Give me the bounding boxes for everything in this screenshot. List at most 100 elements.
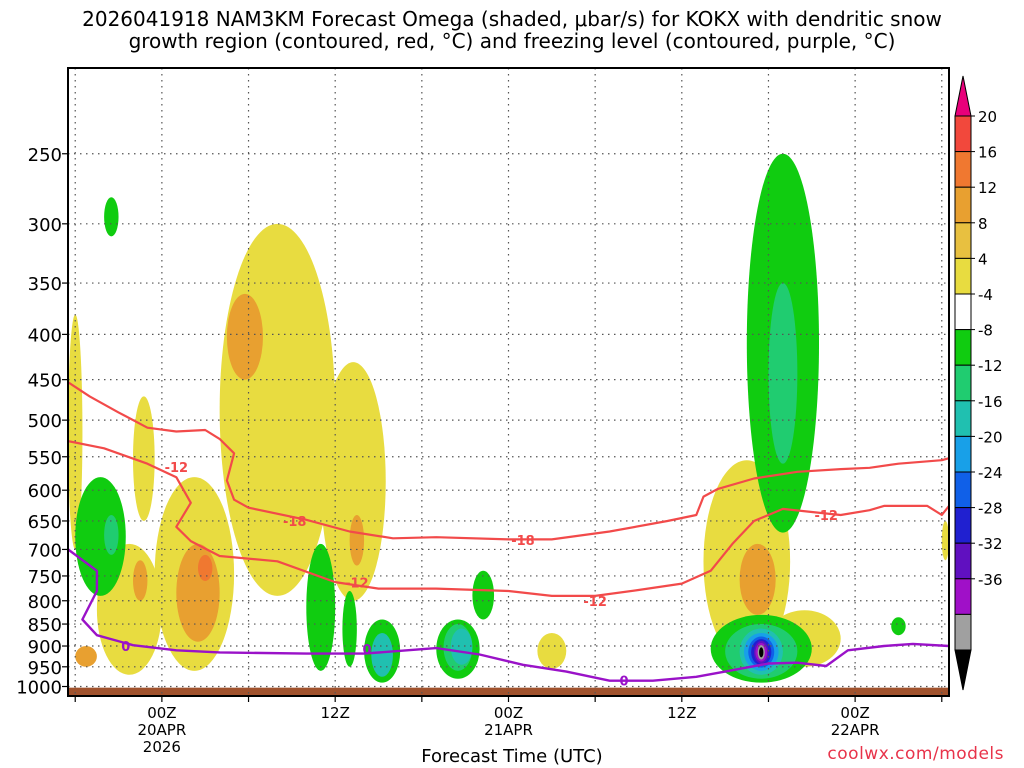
omega-region-17	[104, 197, 119, 237]
omega-region-12	[132, 560, 148, 601]
colorbar-label-4: 4	[978, 250, 988, 268]
credit-text: coolwx.com/models	[827, 744, 1004, 764]
omega-region-0	[68, 314, 83, 550]
y-tick-label-1000: 1000	[16, 678, 62, 699]
x-axis-label: Forecast Time (UTC)	[421, 746, 603, 767]
omega-region-11	[176, 543, 220, 642]
omega-region-32	[450, 628, 473, 665]
omega-region-23	[472, 570, 495, 620]
y-tick-label-650: 650	[28, 512, 62, 533]
y-tick-label-700: 700	[28, 540, 62, 561]
y-tick-label-800: 800	[28, 592, 62, 613]
colorbar-bin-1	[954, 151, 972, 188]
y-tick-label-900: 900	[28, 637, 62, 658]
omega-region-31	[371, 632, 393, 677]
omega-region-16	[197, 554, 213, 582]
colorbar-label-8: -16	[978, 393, 1003, 411]
omega-region-40	[759, 647, 764, 658]
omega-shading	[68, 153, 949, 696]
isotherm-label-3: -18	[511, 534, 535, 549]
y-tick-label-450: 450	[28, 371, 62, 392]
colorbar-bin-10	[954, 471, 972, 509]
x-tick-label-h30-1: 21APR	[484, 721, 533, 739]
y-tick-label-550: 550	[28, 448, 62, 469]
isotherm-label-2: -18	[283, 515, 307, 530]
y-tick-label-750: 750	[28, 567, 62, 588]
x-tick-label-h54-0: 00Z	[840, 704, 869, 722]
y-tick-label-250: 250	[28, 145, 62, 166]
omega-region-26	[891, 617, 906, 636]
colorbar-bin-11	[954, 507, 972, 544]
omega-region-13	[75, 646, 97, 667]
omega-region-14	[739, 543, 776, 615]
x-tick-label-h6-2: 2026	[143, 738, 181, 756]
colorbar-bin-3	[954, 222, 972, 259]
x-tick-label-h6-1: 20APR	[137, 721, 186, 739]
y-tick-label-950: 950	[28, 658, 62, 679]
omega-region-6	[537, 632, 567, 669]
chart-title-line1: 2026041918 NAM3KM Forecast Omega (shaded…	[82, 7, 942, 31]
colorbar: 20 16 12 8 4 -4 -8 -12 -16 -20 -24 -28 -32 -36	[954, 75, 1003, 691]
omega-region-4	[219, 223, 336, 596]
omega-region-18	[75, 477, 126, 596]
colorbar-bin-0	[954, 115, 972, 153]
y-tick-label-300: 300	[28, 215, 62, 236]
colorbar-bin-12	[954, 542, 972, 580]
freezing-level-line	[68, 548, 949, 682]
colorbar-bin-8	[954, 400, 972, 437]
contours: -12 -12 -18 -18 -12 -12 0 0 0	[68, 381, 949, 690]
colorbar-top-triangle	[954, 75, 972, 117]
colorbar-label-10: -24	[978, 464, 1003, 482]
colorbar-bin-9	[954, 435, 972, 473]
colorbar-label-2: 12	[978, 179, 997, 197]
isotherm-label-1: -12	[345, 577, 369, 592]
x-tick-label-h30-0: 00Z	[494, 704, 523, 722]
omega-region-9	[941, 520, 949, 561]
omega-region-19	[306, 543, 336, 671]
colorbar-bin-5	[954, 293, 972, 331]
x-tick-label-h6-0: 00Z	[147, 704, 176, 722]
omega-region-20	[342, 591, 357, 667]
freezing-level-label-0: 0	[121, 640, 130, 655]
omega-region-27	[768, 283, 798, 464]
colorbar-bin-4	[954, 257, 972, 295]
colorbar-label-6: -8	[978, 322, 993, 340]
x-tick-label-h18-0: 12Z	[321, 704, 350, 722]
freezing-level-label-1: 0	[362, 643, 371, 658]
colorbar-label-13: -36	[978, 571, 1003, 589]
freezing-level-label-2: 0	[620, 675, 629, 690]
colorbar-bin-14	[954, 613, 972, 651]
colorbar-label-0: 20	[978, 108, 997, 126]
isotherm-line-0	[68, 381, 949, 541]
omega-region-15	[349, 515, 365, 566]
isotherm-label-5: -12	[814, 509, 838, 524]
colorbar-label-12: -32	[978, 535, 1003, 553]
y-tick-label-500: 500	[28, 411, 62, 432]
x-tick-label-h54-1: 22APR	[831, 721, 880, 739]
colorbar-bin-13	[954, 578, 972, 615]
colorbar-bottom-triangle	[954, 649, 972, 691]
isotherm-line-1	[68, 440, 949, 597]
y-tick-label-350: 350	[28, 274, 62, 295]
chart-title-line2: growth region (contoured, red, °C) and f…	[128, 29, 896, 53]
colorbar-label-3: 8	[978, 215, 988, 233]
colorbar-label-9: -20	[978, 428, 1003, 446]
colorbar-label-5: -4	[978, 286, 993, 304]
y-tick-label-400: 400	[28, 325, 62, 346]
colorbar-label-11: -28	[978, 500, 1003, 518]
colorbar-label-1: 16	[978, 144, 997, 162]
isotherm-label-0: -12	[165, 461, 189, 476]
x-tick-label-h42-0: 12Z	[667, 704, 696, 722]
omega-region-28	[104, 515, 119, 555]
y-tick-label-600: 600	[28, 481, 62, 502]
omega-region-10	[226, 293, 263, 380]
y-tick-label-850: 850	[28, 615, 62, 636]
terrain-surface	[68, 687, 949, 696]
colorbar-bin-7	[954, 364, 972, 402]
omega-region-5	[320, 362, 386, 601]
colorbar-bin-6	[954, 329, 972, 366]
isotherm-label-4: -12	[583, 595, 607, 610]
colorbar-label-7: -12	[978, 357, 1003, 375]
colorbar-bin-2	[954, 186, 972, 224]
